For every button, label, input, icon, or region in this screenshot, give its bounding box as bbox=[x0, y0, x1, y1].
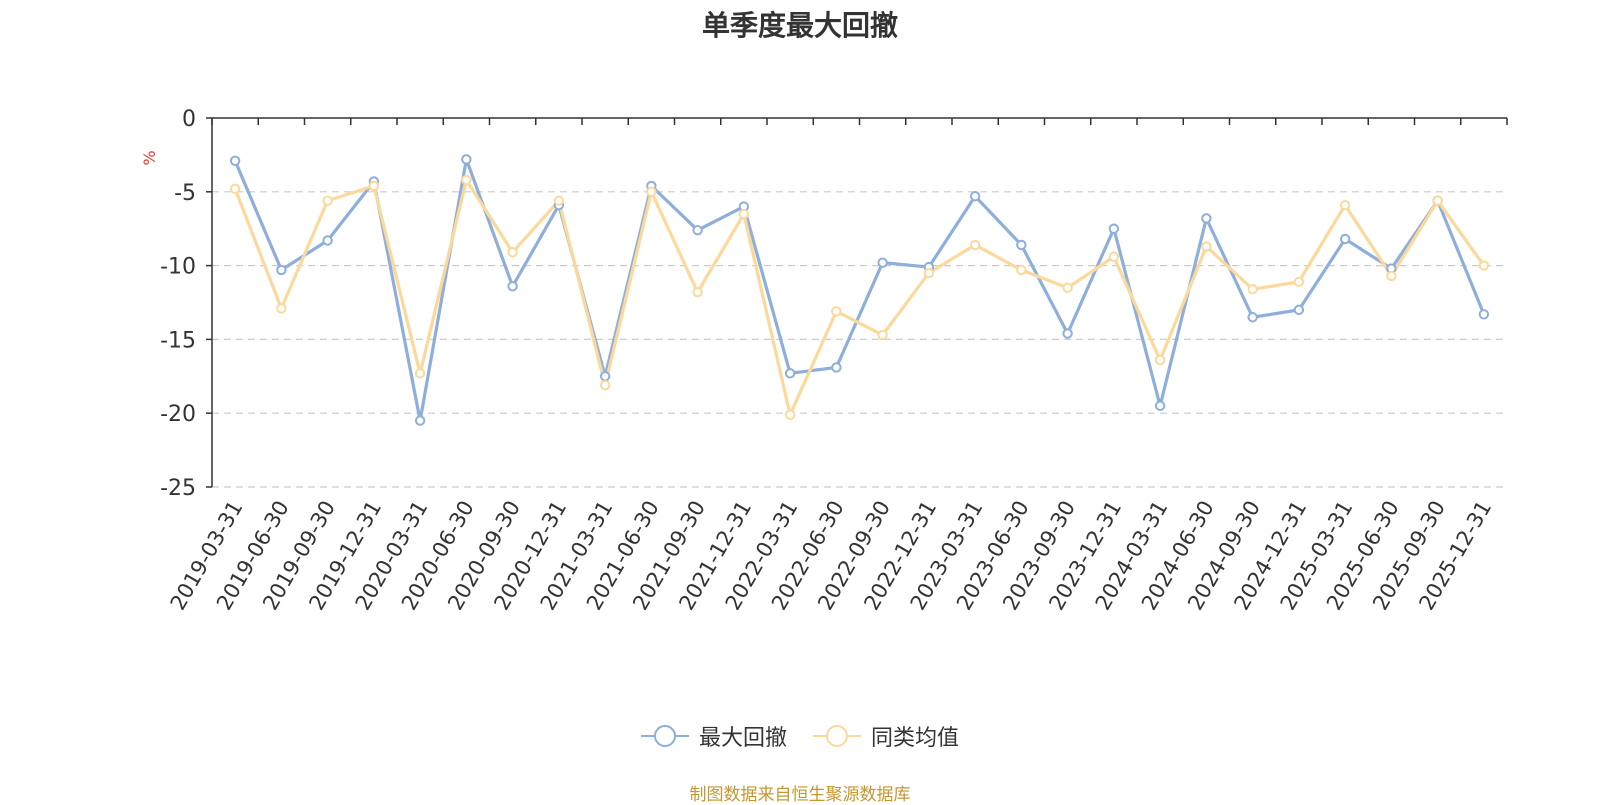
data-point-peer-average[interactable] bbox=[507, 247, 518, 258]
data-point-max-drawdown[interactable] bbox=[414, 415, 426, 426]
data-point-max-drawdown[interactable] bbox=[877, 257, 888, 268]
data-point-max-drawdown[interactable] bbox=[1154, 400, 1166, 412]
data-point-peer-average[interactable] bbox=[1062, 282, 1073, 293]
data-point-peer-average[interactable] bbox=[1247, 284, 1258, 295]
data-point-max-drawdown[interactable] bbox=[1108, 223, 1120, 234]
data-point-peer-average[interactable] bbox=[738, 208, 750, 220]
legend-item-max-drawdown[interactable]: 最大回撤 bbox=[640, 720, 787, 752]
legend-marker-max-drawdown bbox=[640, 725, 689, 747]
y-tick-label: -15 bbox=[160, 328, 196, 353]
data-point-peer-average[interactable] bbox=[1108, 251, 1120, 262]
data-point-max-drawdown[interactable] bbox=[692, 224, 703, 236]
data-point-max-drawdown[interactable] bbox=[1062, 328, 1073, 339]
data-point-peer-average[interactable] bbox=[692, 286, 703, 298]
y-tick-label: 0 bbox=[182, 107, 196, 132]
data-point-max-drawdown[interactable] bbox=[1247, 312, 1258, 323]
data-point-max-drawdown[interactable] bbox=[1016, 239, 1027, 251]
data-point-peer-average[interactable] bbox=[1386, 270, 1397, 282]
legend-label-peer-average: 同类均值 bbox=[871, 726, 960, 751]
data-point-max-drawdown[interactable] bbox=[784, 368, 796, 379]
data-point-max-drawdown[interactable] bbox=[1478, 309, 1490, 320]
data-point-max-drawdown[interactable] bbox=[276, 264, 287, 276]
y-axis-unit-label: % bbox=[140, 150, 159, 165]
data-point-max-drawdown[interactable] bbox=[599, 371, 611, 382]
data-point-peer-average[interactable] bbox=[1339, 199, 1351, 211]
series-line-max-drawdown bbox=[233, 157, 1486, 423]
data-point-peer-average[interactable] bbox=[276, 303, 287, 314]
y-tick-label: -25 bbox=[160, 476, 196, 501]
chart-title: 单季度最大回撤 bbox=[701, 9, 898, 42]
data-point-max-drawdown[interactable] bbox=[831, 362, 842, 373]
data-point-max-drawdown[interactable] bbox=[969, 191, 981, 202]
series-line-peer-average bbox=[233, 178, 1486, 417]
data-point-peer-average[interactable] bbox=[1201, 241, 1212, 252]
legend-label-max-drawdown: 最大回撤 bbox=[698, 726, 787, 751]
data-point-peer-average[interactable] bbox=[1016, 264, 1027, 276]
line-chart: 0-5-10-15-20-25%2019-03-312019-06-302019… bbox=[140, 107, 1508, 614]
data-point-peer-average[interactable] bbox=[229, 183, 241, 195]
data-point-peer-average[interactable] bbox=[599, 379, 611, 391]
legend-item-peer-average[interactable]: 同类均值 bbox=[813, 720, 959, 752]
data-point-peer-average[interactable] bbox=[1293, 276, 1305, 288]
data-point-max-drawdown[interactable] bbox=[322, 235, 333, 246]
data-point-peer-average[interactable] bbox=[368, 180, 380, 192]
data-point-max-drawdown[interactable] bbox=[507, 281, 518, 292]
data-point-peer-average[interactable] bbox=[322, 195, 333, 206]
data-point-peer-average[interactable] bbox=[414, 368, 426, 379]
data-point-peer-average[interactable] bbox=[877, 329, 888, 341]
data-source-note: 制图数据来自恒生聚源数据库 bbox=[689, 785, 911, 805]
data-point-peer-average[interactable] bbox=[646, 186, 657, 198]
data-point-peer-average[interactable] bbox=[969, 239, 981, 251]
legend-marker-peer-average bbox=[813, 725, 861, 747]
data-point-peer-average[interactable] bbox=[831, 306, 842, 317]
data-point-peer-average[interactable] bbox=[553, 195, 565, 206]
data-point-max-drawdown[interactable] bbox=[1293, 304, 1305, 316]
y-tick-label: -5 bbox=[174, 181, 196, 206]
y-tick-label: -10 bbox=[160, 255, 196, 280]
data-point-max-drawdown[interactable] bbox=[1339, 233, 1351, 245]
data-point-peer-average[interactable] bbox=[923, 267, 935, 279]
data-point-peer-average[interactable] bbox=[1478, 260, 1490, 271]
data-point-peer-average[interactable] bbox=[1432, 195, 1443, 206]
data-point-max-drawdown[interactable] bbox=[229, 155, 241, 167]
legend: 最大回撤 同类均值 bbox=[0, 720, 1600, 752]
y-tick-label: -20 bbox=[160, 402, 196, 427]
data-point-max-drawdown[interactable] bbox=[1201, 213, 1212, 224]
data-point-peer-average[interactable] bbox=[461, 174, 472, 186]
data-point-peer-average[interactable] bbox=[784, 409, 796, 420]
data-point-max-drawdown[interactable] bbox=[461, 154, 472, 165]
data-point-peer-average[interactable] bbox=[1154, 354, 1166, 366]
